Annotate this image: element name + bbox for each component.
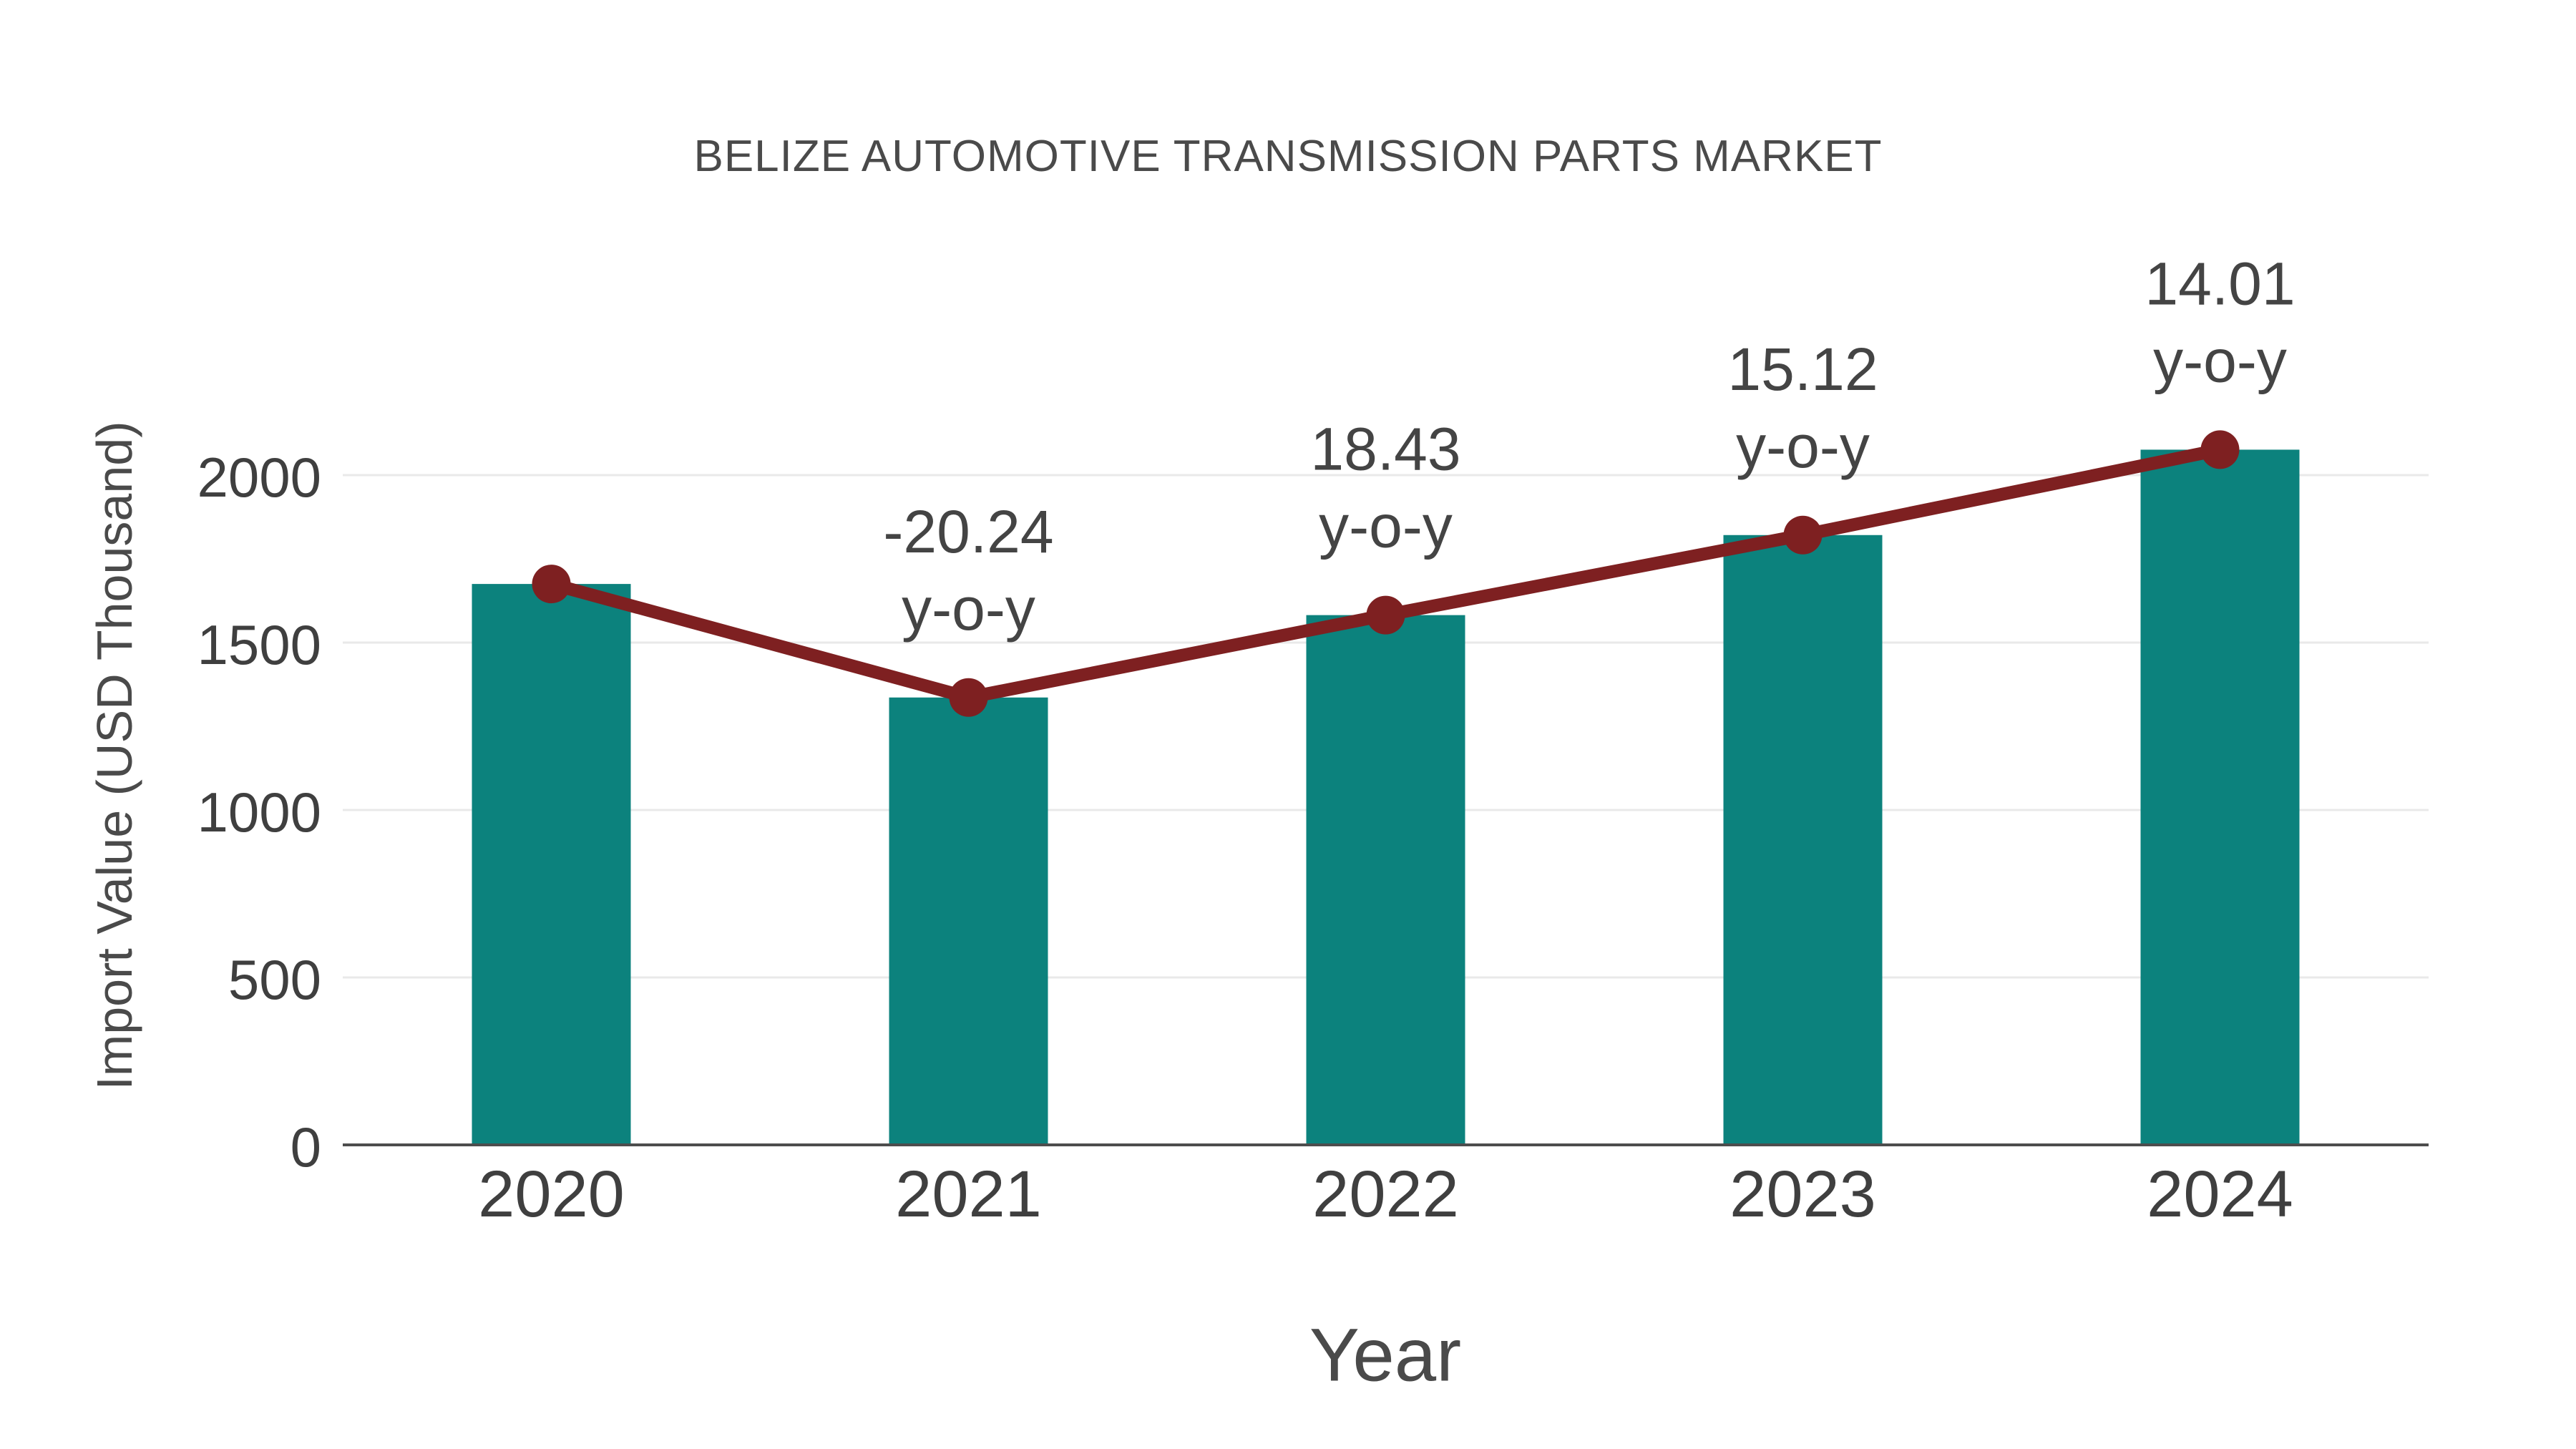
y-tick-label-2000: 2000 [197,446,321,509]
trend-marker-2022 [1366,595,1405,635]
x-tick-label-2023: 2023 [1729,1158,1876,1231]
yoy-value-label-2024: 14.01 [2145,250,2295,317]
yoy-suffix-label-2022: y-o-y [1319,493,1453,560]
chart-title: BELIZE AUTOMOTIVE TRANSMISSION PARTS MAR… [693,132,1883,181]
yoy-suffix-label-2021: y-o-y [902,575,1035,643]
bar-2021 [889,697,1048,1145]
x-tick-label-2021: 2021 [895,1158,1042,1231]
trend-marker-2024 [2200,430,2240,469]
bar-2024 [2140,449,2300,1145]
bar-2020 [472,584,631,1145]
y-tick-label-1500: 1500 [197,613,321,676]
x-tick-label-2022: 2022 [1312,1158,1459,1231]
y-tick-label-1000: 1000 [197,781,321,844]
bar-2022 [1306,615,1465,1145]
yoy-value-label-2022: 18.43 [1310,416,1460,483]
x-axis-title: Year [1309,1313,1462,1397]
trend-marker-2020 [532,565,571,604]
bar-2023 [1723,535,1883,1145]
yoy-value-label-2021: -20.24 [883,498,1053,565]
x-tick-label-2024: 2024 [2147,1158,2293,1231]
yoy-suffix-label-2024: y-o-y [2153,327,2287,394]
yoy-value-label-2023: 15.12 [1727,336,1878,403]
yoy-suffix-label-2023: y-o-y [1736,413,1870,480]
y-tick-label-0: 0 [291,1116,321,1179]
trend-marker-2021 [949,678,988,717]
y-tick-label-500: 500 [228,948,321,1011]
trend-marker-2023 [1783,515,1823,555]
x-tick-label-2020: 2020 [478,1158,625,1231]
